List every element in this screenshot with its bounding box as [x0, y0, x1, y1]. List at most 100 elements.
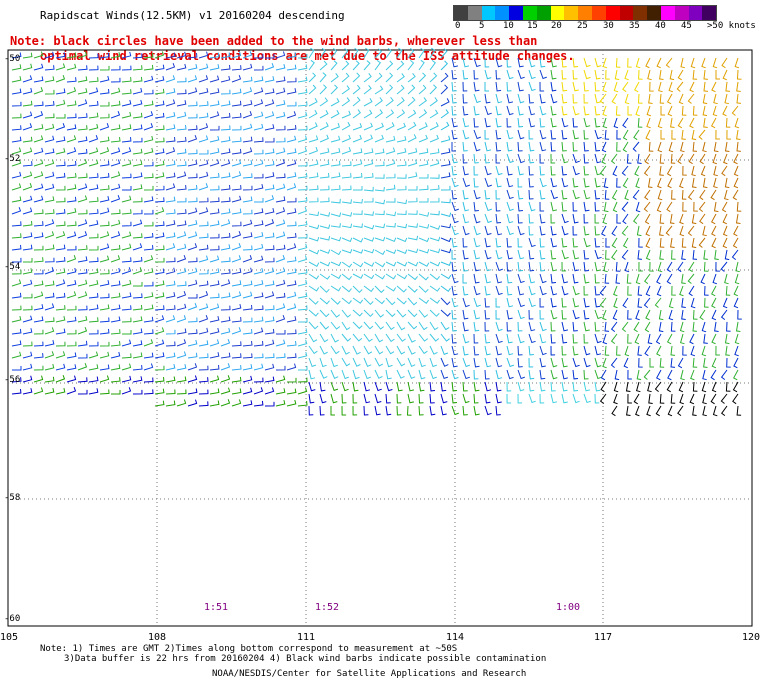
wind-barb: [635, 57, 641, 69]
wind-barb: [275, 159, 286, 167]
wind-barb: [385, 223, 396, 228]
wind-barb: [671, 249, 676, 260]
wind-barb: [374, 186, 385, 192]
wind-barb: [418, 273, 429, 281]
wind-barb: [55, 209, 66, 215]
wind-barb: [679, 321, 685, 333]
wind-barb: [594, 285, 600, 296]
wind-barb: [626, 273, 632, 284]
wind-barb: [66, 329, 77, 335]
wind-barb: [44, 196, 55, 203]
wind-speed-colorbar: [453, 5, 717, 21]
colorbar-segment: [688, 6, 703, 20]
wind-barb: [506, 141, 513, 152]
wind-barb: [703, 81, 709, 92]
wind-barb: [132, 389, 143, 395]
wind-barb: [615, 105, 621, 116]
wind-barb: [539, 225, 546, 236]
wind-barb: [165, 329, 176, 335]
wind-barb: [352, 223, 363, 228]
wind-barb: [23, 258, 33, 263]
wind-barb: [374, 285, 385, 294]
wind-barb: [33, 87, 44, 95]
wind-barb: [33, 76, 44, 83]
wind-barb: [385, 381, 393, 392]
wind-barb: [319, 261, 331, 267]
wind-barb: [462, 285, 469, 296]
wind-barb: [622, 213, 629, 225]
wind-barb: [572, 225, 578, 236]
wind-barb: [407, 48, 415, 59]
wind-barb: [528, 261, 535, 272]
wind-barb: [308, 333, 318, 343]
wind-barb: [473, 165, 479, 176]
wind-barb: [646, 105, 652, 117]
time-label-1: 1:51: [204, 602, 229, 613]
wind-barb: [198, 255, 209, 263]
wind-barb: [297, 243, 308, 251]
wind-barb: [594, 141, 601, 152]
wind-barb: [671, 285, 676, 296]
wind-barb: [330, 135, 341, 143]
wind-barb: [143, 89, 154, 95]
wind-barb: [374, 59, 382, 71]
wind-barb: [88, 112, 99, 119]
wind-barb: [231, 268, 242, 275]
wind-barb: [55, 123, 66, 131]
wind-barb: [724, 141, 730, 152]
wind-barb: [198, 303, 209, 311]
wind-barb: [451, 405, 459, 416]
wind-barb: [462, 57, 470, 68]
wind-barb: [495, 153, 501, 164]
wind-barb: [682, 165, 687, 176]
wind-barb: [690, 297, 696, 309]
wind-barb: [88, 65, 99, 71]
wind-barb: [517, 249, 525, 260]
colorbar-segment: [633, 6, 648, 20]
wind-barb: [286, 172, 297, 179]
wind-barb: [231, 195, 242, 203]
wind-barb: [687, 93, 695, 104]
wind-barb: [462, 129, 470, 140]
wind-barb: [11, 244, 22, 251]
wind-barb: [429, 333, 440, 342]
wind-barb: [396, 73, 405, 83]
wind-barb: [407, 248, 419, 254]
wind-barb: [352, 369, 360, 380]
wind-barb: [691, 213, 697, 225]
wind-barb: [275, 137, 286, 143]
wind-barb: [352, 321, 363, 330]
wind-barb: [121, 147, 132, 155]
wind-barb: [275, 125, 286, 131]
wind-barb: [679, 225, 685, 237]
wind-barb: [495, 369, 503, 380]
wind-barb: [110, 171, 121, 179]
wind-barb: [22, 388, 33, 395]
wind-barb: [654, 381, 662, 392]
wind-barb: [374, 109, 383, 119]
wind-barb: [647, 69, 652, 81]
wind-barb: [66, 305, 77, 311]
wind-barb: [132, 340, 143, 347]
wind-barb: [132, 53, 143, 59]
wind-barb: [22, 293, 33, 299]
wind-barb: [627, 309, 632, 320]
wind-barb: [451, 285, 458, 296]
wind-barb: [451, 177, 459, 188]
wind-barb: [33, 257, 44, 263]
wind-barb: [603, 177, 609, 189]
wind-barb: [319, 309, 330, 318]
wind-barb: [374, 97, 383, 107]
wind-barb: [330, 185, 341, 191]
wind-barb: [451, 105, 457, 116]
wind-barb: [561, 129, 568, 140]
wind-barb: [176, 281, 187, 287]
wind-barb: [110, 267, 121, 275]
wind-barb: [528, 93, 534, 104]
wind-barb: [55, 363, 66, 371]
wind-barb: [286, 208, 297, 215]
wind-barb: [374, 345, 384, 355]
wind-barb: [396, 249, 408, 254]
wind-barb: [599, 93, 607, 104]
wind-barb: [670, 357, 676, 368]
